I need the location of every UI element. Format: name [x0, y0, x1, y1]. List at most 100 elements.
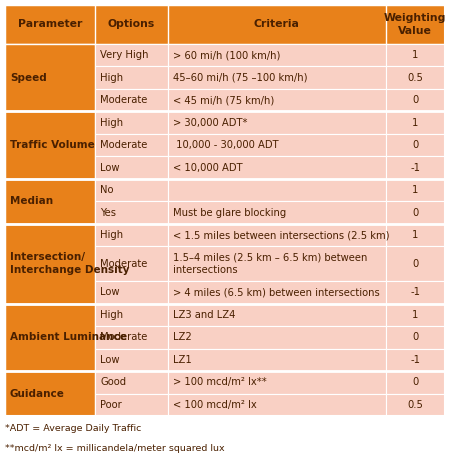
- Text: Intersection/
Interchange Density: Intersection/ Interchange Density: [10, 253, 130, 275]
- Text: Criteria: Criteria: [254, 19, 300, 29]
- Text: Must be glare blocking: Must be glare blocking: [173, 208, 286, 218]
- Bar: [95, 134, 168, 156]
- Bar: [386, 281, 445, 304]
- Bar: [5, 44, 95, 111]
- Bar: [386, 326, 445, 349]
- Bar: [168, 326, 386, 349]
- Bar: [386, 89, 445, 111]
- Bar: [168, 394, 386, 416]
- Text: Median: Median: [10, 196, 53, 206]
- Text: 1: 1: [412, 230, 418, 240]
- Bar: [168, 246, 386, 281]
- Bar: [168, 201, 386, 224]
- Text: Moderate: Moderate: [100, 140, 148, 150]
- Bar: [386, 304, 445, 326]
- Text: Moderate: Moderate: [100, 332, 148, 342]
- Text: 1: 1: [412, 118, 418, 128]
- Text: 0: 0: [412, 140, 418, 150]
- Bar: [5, 224, 95, 304]
- Bar: [386, 179, 445, 201]
- Text: > 60 mi/h (100 km/h): > 60 mi/h (100 km/h): [173, 50, 280, 60]
- Bar: [95, 111, 168, 134]
- Text: Weighting
Value: Weighting Value: [384, 13, 446, 35]
- Text: 1: 1: [412, 185, 418, 195]
- Text: Speed: Speed: [10, 72, 47, 83]
- Text: 45–60 mi/h (75 –100 km/h): 45–60 mi/h (75 –100 km/h): [173, 72, 307, 83]
- Bar: [95, 44, 168, 66]
- Bar: [168, 281, 386, 304]
- Bar: [95, 281, 168, 304]
- Bar: [168, 179, 386, 201]
- Bar: [386, 111, 445, 134]
- Text: 1.5–4 miles (2.5 km – 6.5 km) between
intersections: 1.5–4 miles (2.5 km – 6.5 km) between in…: [173, 253, 367, 275]
- Text: High: High: [100, 310, 123, 320]
- Bar: [95, 66, 168, 89]
- Text: **mcd/m² lx = millicandela/meter squared lux: **mcd/m² lx = millicandela/meter squared…: [5, 444, 225, 453]
- Bar: [5, 5, 445, 44]
- Bar: [95, 156, 168, 179]
- Bar: [168, 111, 386, 134]
- Text: Options: Options: [108, 19, 155, 29]
- Text: > 30,000 ADT*: > 30,000 ADT*: [173, 118, 248, 128]
- Text: No: No: [100, 185, 114, 195]
- Bar: [386, 349, 445, 371]
- Bar: [168, 371, 386, 394]
- Text: Traffic Volume: Traffic Volume: [10, 140, 95, 150]
- Text: *ADT = Average Daily Traffic: *ADT = Average Daily Traffic: [5, 424, 141, 433]
- Bar: [5, 5, 445, 416]
- Bar: [168, 349, 386, 371]
- Bar: [95, 224, 168, 246]
- Text: High: High: [100, 118, 123, 128]
- Text: Low: Low: [100, 163, 120, 173]
- Text: Low: Low: [100, 287, 120, 298]
- Text: < 100 mcd/m² lx: < 100 mcd/m² lx: [173, 400, 256, 410]
- Text: 10,000 - 30,000 ADT: 10,000 - 30,000 ADT: [173, 140, 279, 150]
- Text: Moderate: Moderate: [100, 95, 148, 105]
- Bar: [386, 394, 445, 416]
- Bar: [168, 156, 386, 179]
- Text: -1: -1: [410, 287, 420, 298]
- Text: Yes: Yes: [100, 208, 116, 218]
- Text: 0.5: 0.5: [407, 400, 423, 410]
- Bar: [386, 156, 445, 179]
- Text: Poor: Poor: [100, 400, 122, 410]
- Bar: [386, 224, 445, 246]
- Text: 1: 1: [412, 50, 418, 60]
- Text: < 10,000 ADT: < 10,000 ADT: [173, 163, 243, 173]
- Bar: [95, 349, 168, 371]
- Bar: [386, 246, 445, 281]
- Text: Very High: Very High: [100, 50, 148, 60]
- Bar: [168, 44, 386, 66]
- Bar: [5, 179, 95, 224]
- Text: Parameter: Parameter: [18, 19, 82, 29]
- Text: LZ2: LZ2: [173, 332, 192, 342]
- Bar: [95, 246, 168, 281]
- Text: 0: 0: [412, 95, 418, 105]
- Bar: [95, 326, 168, 349]
- Bar: [386, 66, 445, 89]
- Bar: [386, 371, 445, 394]
- Text: > 4 miles (6.5 km) between intersections: > 4 miles (6.5 km) between intersections: [173, 287, 379, 298]
- Bar: [95, 89, 168, 111]
- Text: -1: -1: [410, 163, 420, 173]
- Bar: [95, 201, 168, 224]
- Text: High: High: [100, 72, 123, 83]
- Bar: [95, 179, 168, 201]
- Text: LZ3 and LZ4: LZ3 and LZ4: [173, 310, 235, 320]
- Bar: [168, 134, 386, 156]
- Text: Good: Good: [100, 377, 126, 387]
- Text: < 45 mi/h (75 km/h): < 45 mi/h (75 km/h): [173, 95, 274, 105]
- Text: 0: 0: [412, 332, 418, 342]
- Bar: [5, 371, 95, 416]
- Bar: [386, 44, 445, 66]
- Text: < 1.5 miles between intersections (2.5 km): < 1.5 miles between intersections (2.5 k…: [173, 230, 389, 240]
- Text: Moderate: Moderate: [100, 259, 148, 269]
- Bar: [386, 201, 445, 224]
- Text: > 100 mcd/m² lx**: > 100 mcd/m² lx**: [173, 377, 266, 387]
- Text: 1: 1: [412, 310, 418, 320]
- Text: 0: 0: [412, 377, 418, 387]
- Bar: [5, 304, 95, 371]
- Text: 0.5: 0.5: [407, 72, 423, 83]
- Bar: [386, 134, 445, 156]
- Bar: [5, 111, 95, 179]
